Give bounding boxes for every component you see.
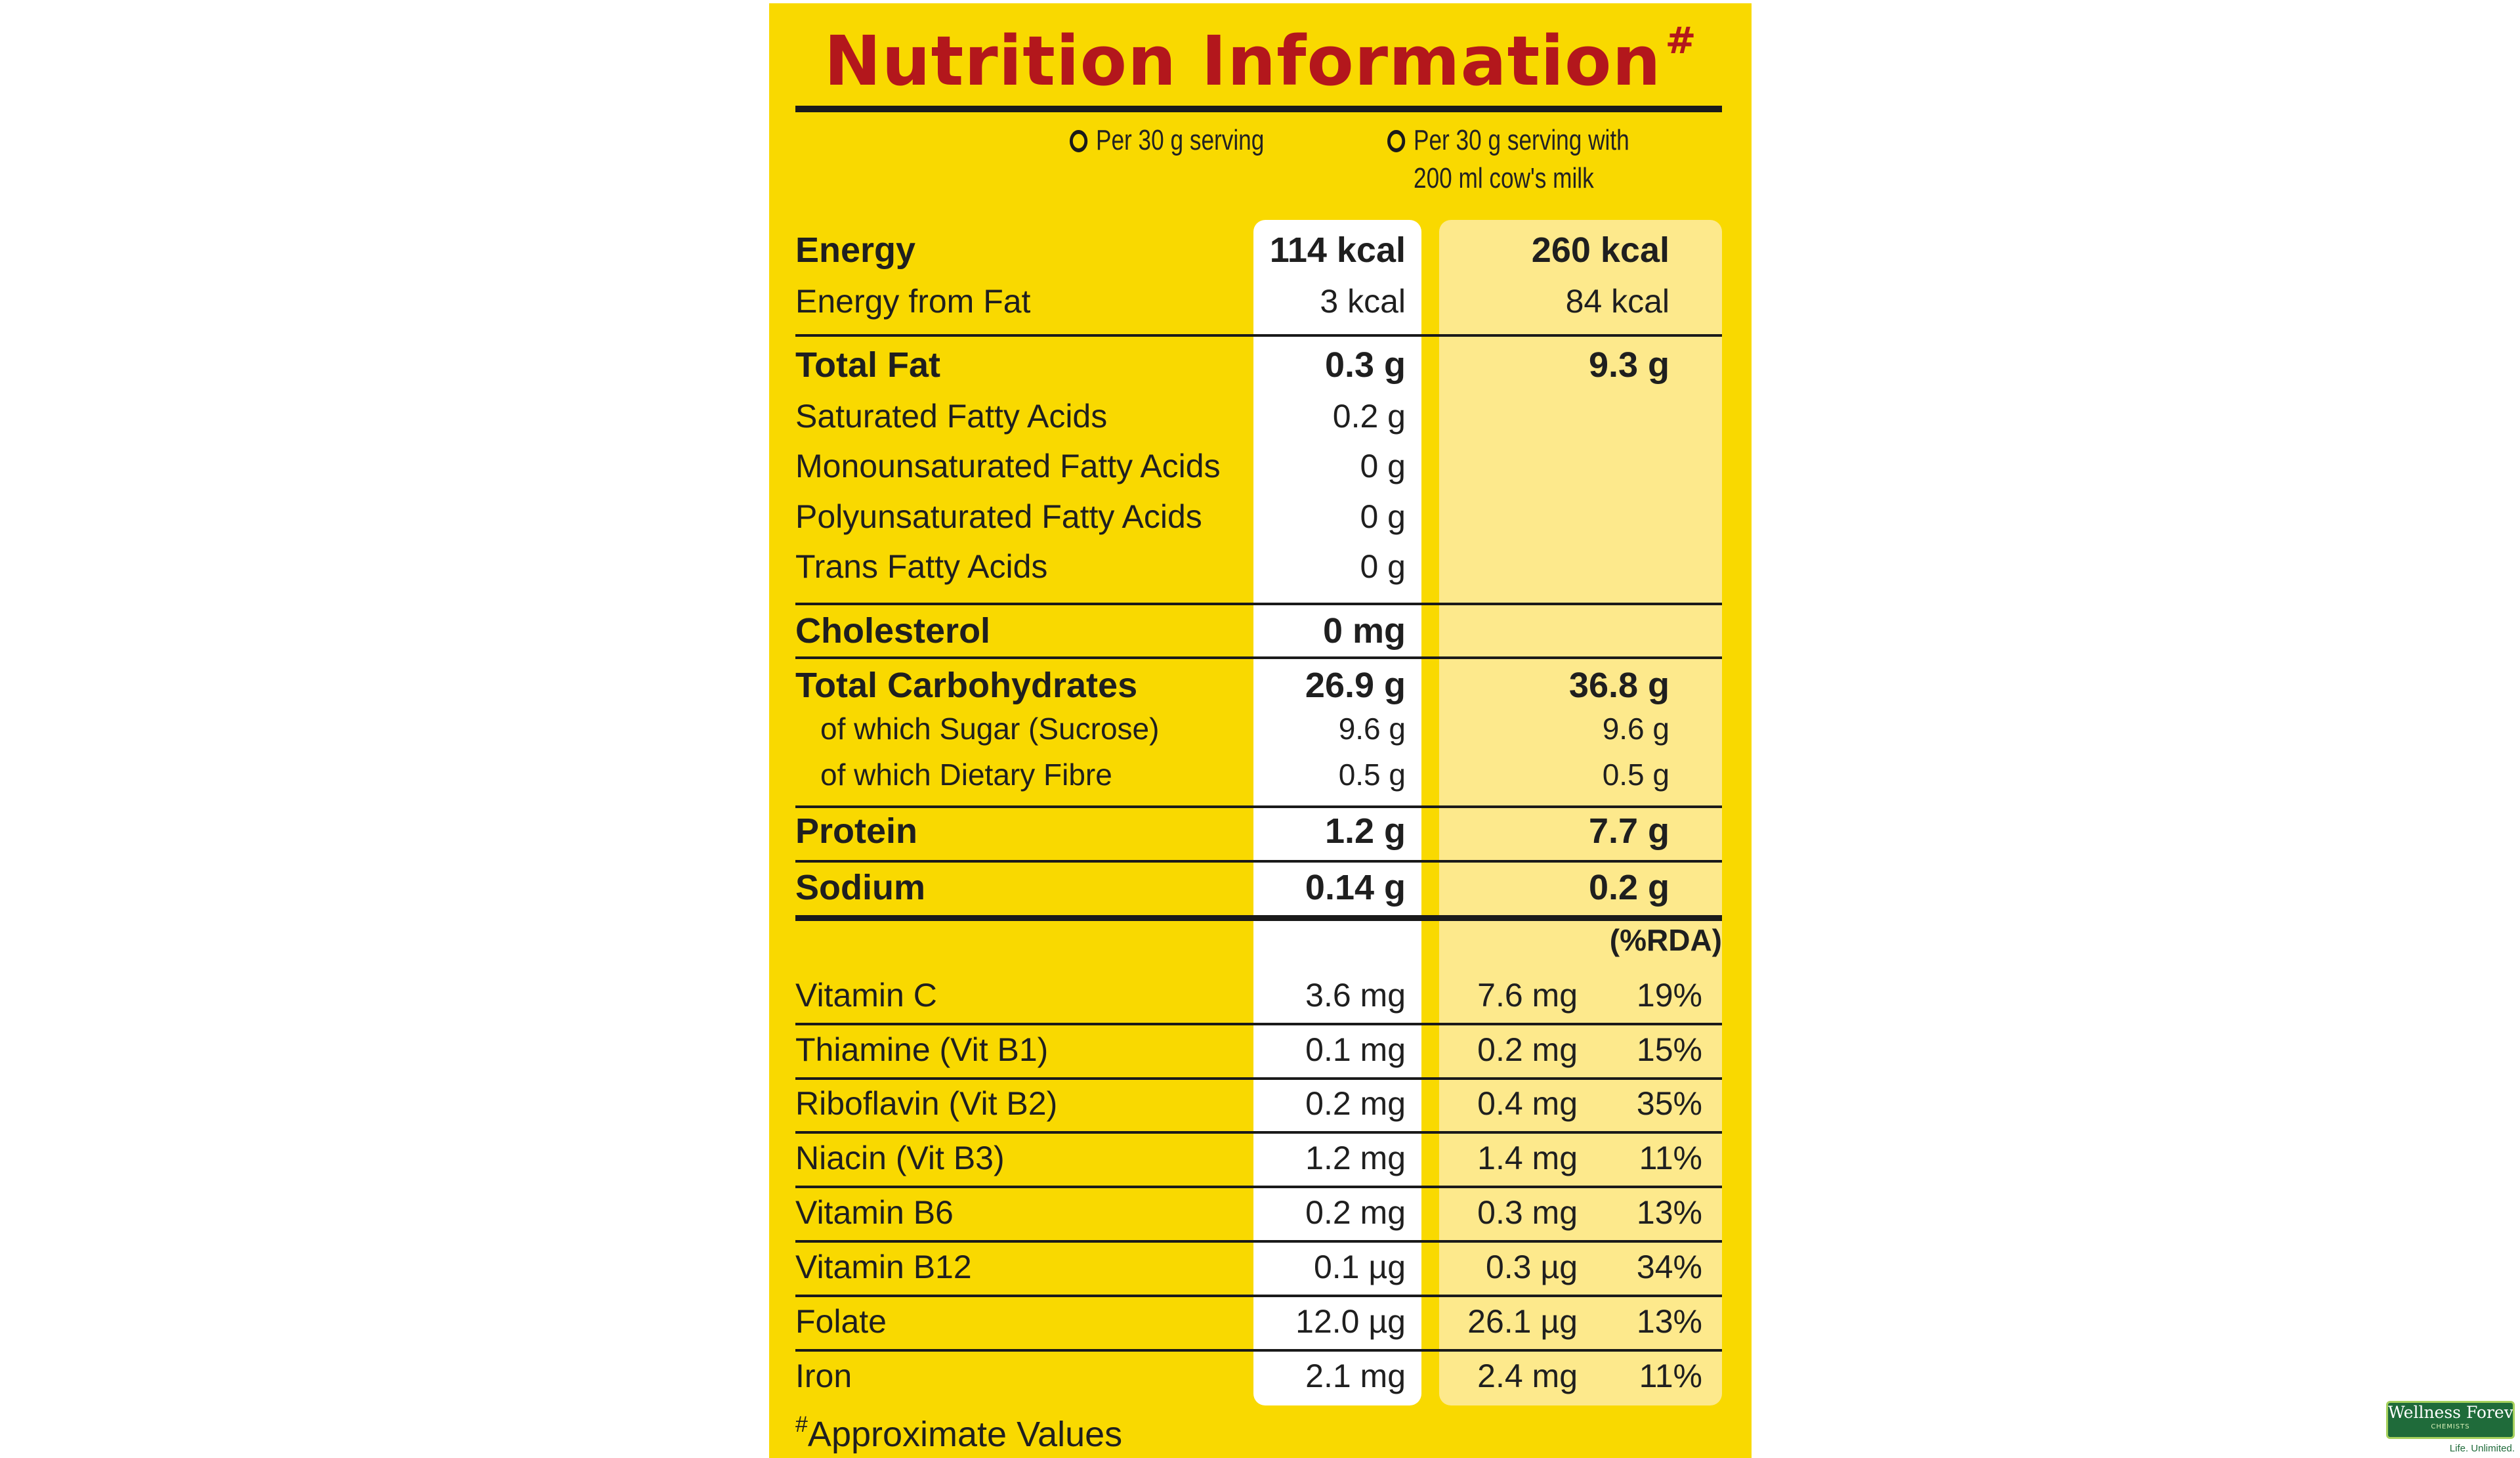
logo-badge: Wellness Forever CHEMISTS	[2386, 1401, 2515, 1439]
row-divider	[795, 603, 1722, 605]
rda-header: (%RDA)	[1609, 923, 1722, 957]
row-divider	[795, 860, 1722, 863]
circle-icon	[1387, 130, 1406, 152]
serving-column-background	[1253, 220, 1421, 1405]
footnote: #Approximate Values	[795, 1412, 1123, 1454]
circle-icon	[1070, 130, 1088, 152]
row-divider	[795, 1240, 1722, 1243]
section-divider	[795, 915, 1722, 921]
row-divider	[795, 1023, 1722, 1025]
milk-column-background	[1439, 220, 1722, 1405]
column-header-serving: Per 30 g serving	[1070, 121, 1264, 160]
logo-tagline: Life. Unlimited.	[2449, 1443, 2515, 1454]
column-header-serving-with-milk: Per 30 g serving with 200 ml cow's milk	[1387, 121, 1629, 198]
row-divider	[795, 1186, 1722, 1188]
nutrition-panel: Nutrition Information # Per 30 g serving …	[769, 3, 1752, 1458]
row-divider	[795, 805, 1722, 808]
wellness-forever-logo: Wellness Forever CHEMISTS Life. Unlimite…	[2386, 1401, 2517, 1456]
row-divider	[795, 656, 1722, 659]
row-divider	[795, 1349, 1722, 1352]
title-divider	[795, 106, 1722, 112]
row-divider	[795, 1131, 1722, 1134]
row-divider	[795, 1295, 1722, 1297]
panel-title: Nutrition Information #	[824, 20, 1697, 101]
row-divider	[795, 334, 1722, 337]
title-mark: #	[1665, 20, 1697, 62]
row-divider	[795, 1077, 1722, 1080]
